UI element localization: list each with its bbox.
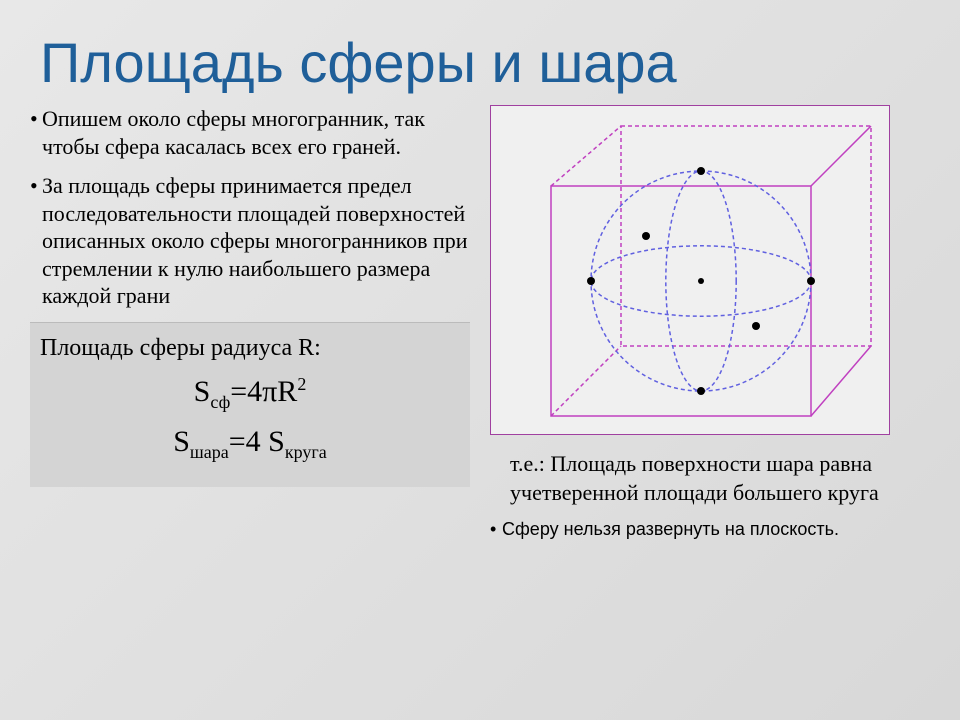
left-column: Опишем около сферы многогранник, так что… [30,105,470,540]
right-column: т.е.: Площадь поверхности шара равна уче… [490,105,930,540]
sphere-cube-diagram [490,105,890,435]
formula2-sub1: шара [190,442,229,462]
formula-block: Площадь сферы радиуса R: Sсф=4πR2 Sшара=… [30,322,470,487]
formula-ball-area: Sшара=4 Sкруга [40,425,460,463]
formula2-sub2: круга [285,442,327,462]
formula1-rhs: =4πR [230,375,297,408]
content-area: Опишем около сферы многогранник, так что… [0,105,960,540]
formula-heading: Площадь сферы радиуса R: [40,335,460,362]
page-title: Площадь сферы и шара [0,0,960,105]
formula-sphere-area: Sсф=4πR2 [40,374,460,413]
conclusion-body: Площадь поверхности шара равна учетверен… [510,451,879,505]
diagram-svg [491,106,891,436]
conclusion-text: т.е.: Площадь поверхности шара равна уче… [490,450,930,507]
formula1-sub: сф [210,392,230,412]
bullet-2: За площадь сферы принимается предел посл… [30,172,470,310]
formula2-mid: =4 S [229,425,285,458]
conclusion-prefix: т.е.: [510,451,545,476]
bullet-1: Опишем около сферы многогранник, так что… [30,105,470,160]
final-bullet: Сферу нельзя развернуть на плоскость. [490,519,930,540]
formula1-sup: 2 [297,374,306,394]
